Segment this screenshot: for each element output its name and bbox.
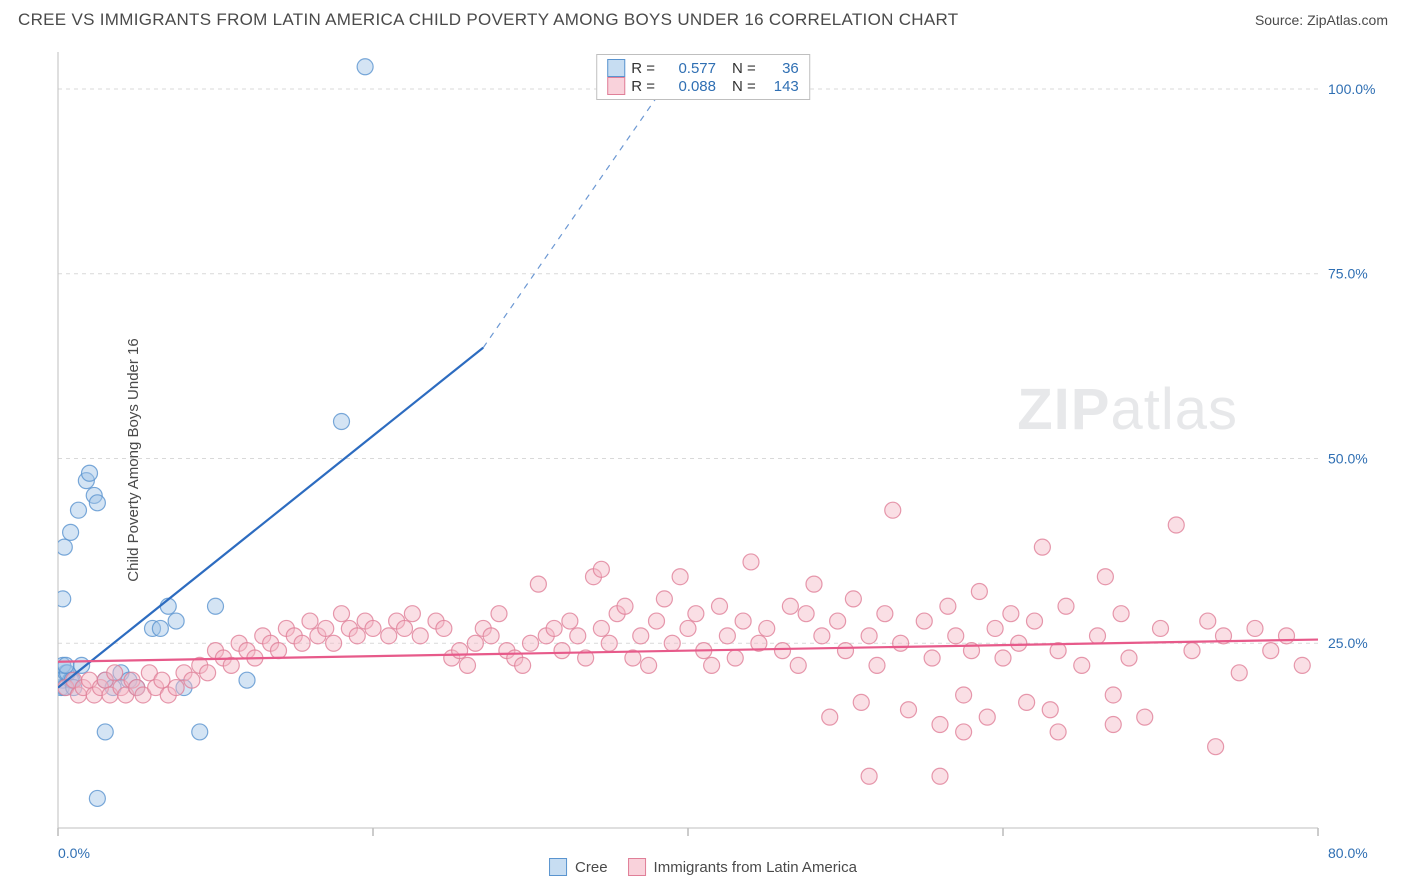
n-value: 143 xyxy=(765,78,799,95)
n-value: 36 xyxy=(765,60,799,77)
n-label: N = xyxy=(732,60,756,77)
r-value: 0.577 xyxy=(664,60,716,77)
source-link[interactable]: ZipAtlas.com xyxy=(1307,12,1388,28)
legend-swatch xyxy=(607,59,625,77)
source-attribution: Source: ZipAtlas.com xyxy=(1255,12,1388,28)
legend-swatch xyxy=(607,77,625,95)
legend-row: R = 0.088 N = 143 xyxy=(607,77,799,95)
svg-text:50.0%: 50.0% xyxy=(1328,450,1368,466)
svg-text:25.0%: 25.0% xyxy=(1328,635,1368,651)
correlation-legend: R = 0.577 N = 36 R = 0.088 N = 143 xyxy=(596,54,810,100)
svg-text:100.0%: 100.0% xyxy=(1328,81,1375,97)
svg-text:80.0%: 80.0% xyxy=(1328,845,1368,861)
series-legend: Cree Immigrants from Latin America xyxy=(549,858,857,876)
y-axis-label: Child Poverty Among Boys Under 16 xyxy=(125,338,142,581)
r-label: R = xyxy=(631,60,655,77)
legend-row: R = 0.577 N = 36 xyxy=(607,59,799,77)
r-label: R = xyxy=(631,78,655,95)
svg-text:75.0%: 75.0% xyxy=(1328,266,1368,282)
legend-item: Cree xyxy=(549,858,608,876)
source-prefix: Source: xyxy=(1255,12,1307,28)
chart-title: CREE VS IMMIGRANTS FROM LATIN AMERICA CH… xyxy=(18,10,958,30)
legend-swatch xyxy=(628,858,646,876)
legend-label: Immigrants from Latin America xyxy=(654,859,857,876)
legend-label: Cree xyxy=(575,859,608,876)
svg-text:0.0%: 0.0% xyxy=(58,845,90,861)
legend-item: Immigrants from Latin America xyxy=(628,858,857,876)
legend-swatch xyxy=(549,858,567,876)
scatter-chart: 25.0% 50.0% 75.0% 100.0% 0.0% 80.0% xyxy=(18,46,1388,874)
n-label: N = xyxy=(732,78,756,95)
chart-area: Child Poverty Among Boys Under 16 25.0% 5… xyxy=(18,46,1388,874)
r-value: 0.088 xyxy=(664,78,716,95)
